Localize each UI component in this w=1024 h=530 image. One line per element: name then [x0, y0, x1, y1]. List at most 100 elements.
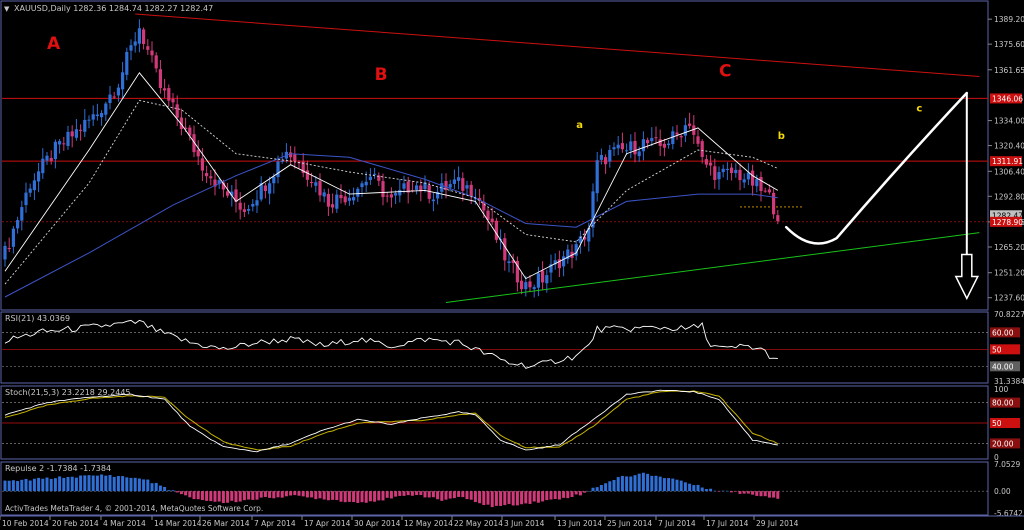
candle-body	[91, 114, 95, 120]
candle-body	[200, 158, 204, 171]
candle-body	[536, 273, 540, 288]
candle-body	[163, 88, 167, 91]
repulse-bar	[100, 474, 104, 492]
repulse-bar	[188, 491, 192, 498]
repulse-bar	[511, 491, 515, 506]
repulse-bar	[251, 491, 255, 500]
repulse-bar	[310, 491, 314, 498]
repulse-bar	[230, 491, 234, 501]
candle-body	[58, 141, 62, 145]
repulse-bar	[709, 488, 713, 492]
candle-body	[608, 149, 612, 162]
repulse-bar	[167, 490, 171, 492]
date-tick-label: 22 May 2014	[454, 519, 503, 528]
repulse-bar	[717, 491, 721, 492]
repulse-bar	[612, 479, 616, 492]
candle-body	[24, 192, 28, 206]
candle-body	[326, 193, 330, 207]
pane-level-label: 60.00	[992, 328, 1014, 337]
repulse-bar	[452, 491, 456, 499]
candle-body	[66, 131, 70, 146]
level-price-label: 1278.90	[992, 218, 1023, 227]
repulse-bar	[713, 490, 717, 492]
candle-body	[776, 215, 780, 222]
repulse-bar	[515, 491, 519, 506]
repulse-bar	[335, 491, 339, 501]
candle-body	[553, 260, 557, 265]
candle-body	[339, 194, 343, 199]
candle-body	[217, 180, 221, 185]
repulse-bar	[583, 491, 587, 493]
repulse-bar	[696, 484, 700, 492]
repulse-bar	[158, 485, 162, 492]
repulse-bar	[91, 475, 95, 492]
repulse-bar	[347, 491, 351, 502]
wave-label-c: C	[719, 61, 731, 81]
candle-body	[629, 141, 633, 151]
candle-body	[402, 183, 406, 189]
candle-body	[133, 41, 137, 46]
repulse-bar	[53, 478, 57, 492]
candle-body	[16, 220, 20, 229]
date-tick-label: 17 Jul 2014	[706, 519, 749, 528]
candle-body	[121, 72, 125, 90]
candle-body	[461, 178, 465, 191]
repulse-bar	[553, 491, 557, 500]
repulse-bar	[398, 491, 402, 496]
pane-level-label: 20.00	[992, 439, 1014, 448]
repulse-bar	[339, 491, 343, 502]
price-tick-label: 1389.20	[994, 15, 1024, 24]
repulse-bar	[482, 491, 486, 506]
repulse-bar	[545, 491, 549, 501]
repulse-bar	[154, 482, 158, 492]
pane-tick-label: 31.3384	[994, 377, 1024, 386]
candle-body	[679, 136, 683, 138]
repulse-bar	[755, 491, 759, 496]
candle-body	[116, 87, 120, 96]
repulse-bar	[683, 482, 687, 492]
repulse-bar	[574, 491, 578, 495]
candle-body	[713, 166, 717, 180]
candle-body	[574, 244, 578, 256]
candle-body	[142, 29, 146, 44]
candle-body	[104, 103, 108, 115]
repulse-bar	[242, 491, 246, 501]
pane-level-badge	[990, 438, 1020, 449]
repulse-bar	[343, 491, 347, 503]
candle-body	[221, 182, 225, 190]
candle-body	[83, 119, 87, 132]
repulse-bar	[608, 481, 612, 492]
pane-level-label: 80.00	[992, 399, 1014, 408]
repulse-bar	[591, 487, 595, 492]
candle-body	[520, 280, 524, 290]
candle-body	[234, 189, 238, 202]
candle-body	[444, 181, 448, 191]
rsi-pane-frame	[0, 311, 989, 384]
repulse-bar	[305, 491, 309, 498]
candle-body	[322, 192, 326, 197]
candle-body	[549, 264, 553, 273]
candle-body	[721, 168, 725, 173]
candle-body	[398, 189, 402, 196]
sub-label-c: c	[916, 103, 922, 114]
candle-body	[671, 131, 675, 145]
candle-body	[688, 123, 692, 126]
candle-body	[394, 193, 398, 196]
pane-tick-label: 7.0529	[994, 460, 1020, 469]
repulse-pane-title: Repulse 2 -1.7384 -1.7384	[5, 464, 111, 473]
repulse-bar	[423, 491, 427, 498]
candle-body	[419, 185, 423, 192]
date-tick-label: 20 Feb 2014	[52, 519, 99, 528]
repulse-bar	[352, 491, 356, 503]
repulse-bar	[175, 491, 179, 493]
date-tick-label: 13 Jun 2014	[557, 519, 602, 528]
pane-level-badge	[990, 327, 1020, 338]
repulse-bar	[751, 491, 755, 495]
repulse-bar	[263, 491, 267, 497]
candle-body	[20, 207, 24, 221]
moving-averages	[4, 72, 779, 298]
pane-level-label: 40.00	[992, 362, 1014, 371]
repulse-bar	[112, 476, 116, 492]
candle-body	[583, 236, 587, 240]
